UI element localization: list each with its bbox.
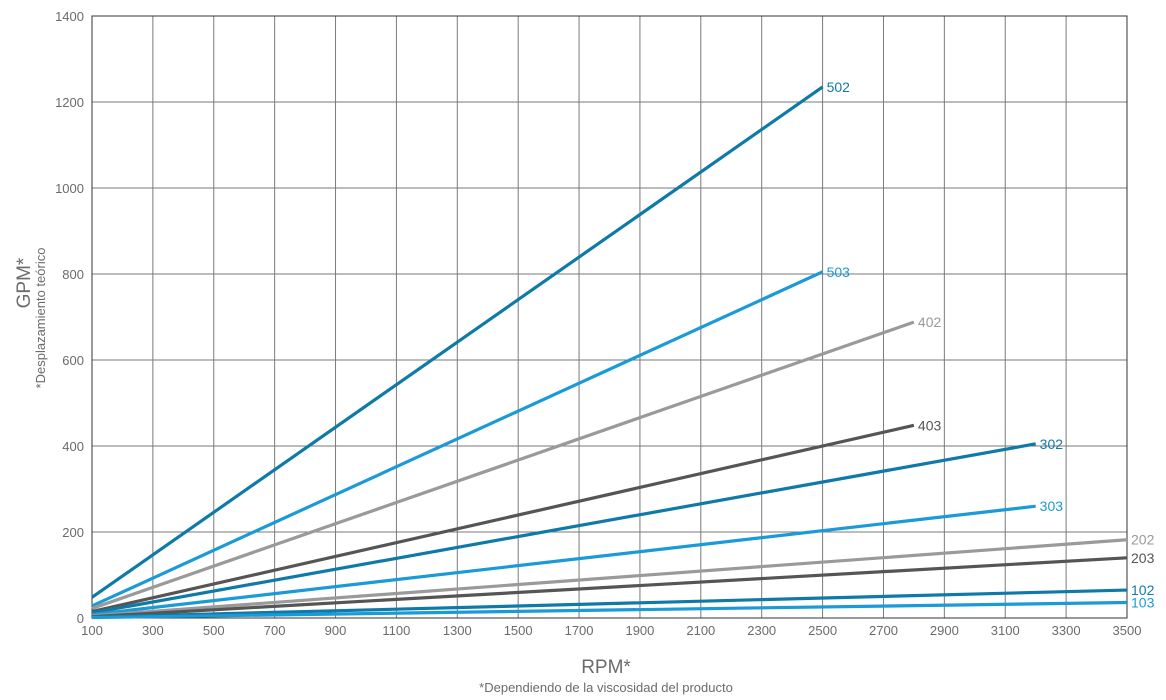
series-label-303: 303 [1040, 498, 1064, 514]
x-tick-label: 2700 [869, 623, 898, 638]
series-line-403 [91, 423, 915, 614]
x-tick-label: 1900 [625, 623, 654, 638]
series-line-303 [91, 504, 1036, 617]
x-tick-label: 2900 [930, 623, 959, 638]
series-line-102 [91, 588, 1128, 619]
series-line-503 [91, 270, 824, 608]
series-line-402 [91, 320, 915, 611]
series-line-203 [91, 556, 1128, 619]
plot-frame [91, 15, 1128, 619]
x-tick-label: 3100 [991, 623, 1020, 638]
x-tick-label: 300 [142, 623, 164, 638]
x-axis-note: *Dependiendo de la viscosidad del produc… [479, 680, 733, 695]
series-label-402: 402 [918, 314, 942, 330]
x-tick-label: 1500 [504, 623, 533, 638]
y-axis-title: GPM* [14, 257, 35, 308]
x-axis-ticks: 100 300 500 700 900 1100 1300 1500 1700 1900 2100 2… [81, 623, 1141, 638]
y-tick-label: 600 [62, 353, 84, 368]
series-label-103: 103 [1131, 595, 1155, 611]
y-tick-label: 800 [62, 267, 84, 282]
x-tick-label: 1700 [565, 623, 594, 638]
grid [91, 15, 1128, 619]
y-tick-label: 0 [77, 611, 84, 626]
series-line-502 [91, 85, 824, 599]
y-tick-label: 1400 [55, 9, 84, 24]
x-axis-title: RPM* [581, 657, 631, 678]
series-line-302 [91, 442, 1036, 615]
series-line-103 [91, 600, 1128, 620]
y-axis-ticks: 0 200 400 600 800 1000 1200 1400 [55, 9, 84, 626]
y-tick-label: 1000 [55, 181, 84, 196]
y-tick-label: 1200 [55, 95, 84, 110]
y-axis-note-group: *Desplazamiento teórico [33, 248, 48, 389]
x-tick-label: 3500 [1113, 623, 1142, 638]
y-tick-label: 200 [62, 525, 84, 540]
series-lines [91, 85, 1128, 620]
x-tick-label: 1100 [382, 623, 410, 638]
x-tick-label: 700 [264, 623, 286, 638]
x-tick-label: 3300 [1052, 623, 1081, 638]
y-axis-note: *Desplazamiento teórico [33, 248, 48, 389]
series-label-202: 202 [1131, 532, 1155, 548]
series-line-202 [91, 538, 1128, 618]
x-tick-label: 1300 [443, 623, 472, 638]
series-label-403: 403 [918, 417, 942, 433]
x-tick-label: 2300 [747, 623, 776, 638]
series-label-302: 302 [1040, 436, 1064, 452]
x-tick-label: 500 [203, 623, 225, 638]
x-tick-label: 100 [81, 623, 103, 638]
series-label-203: 203 [1131, 550, 1155, 566]
x-tick-label: 900 [325, 623, 347, 638]
series-label-502: 502 [827, 79, 851, 95]
series-label-102: 102 [1131, 582, 1155, 598]
x-tick-label: 2100 [686, 623, 715, 638]
series-label-503: 503 [827, 264, 851, 280]
x-tick-label: 2500 [808, 623, 837, 638]
y-axis-title-group: GPM* [14, 257, 35, 308]
y-tick-label: 400 [62, 439, 84, 454]
